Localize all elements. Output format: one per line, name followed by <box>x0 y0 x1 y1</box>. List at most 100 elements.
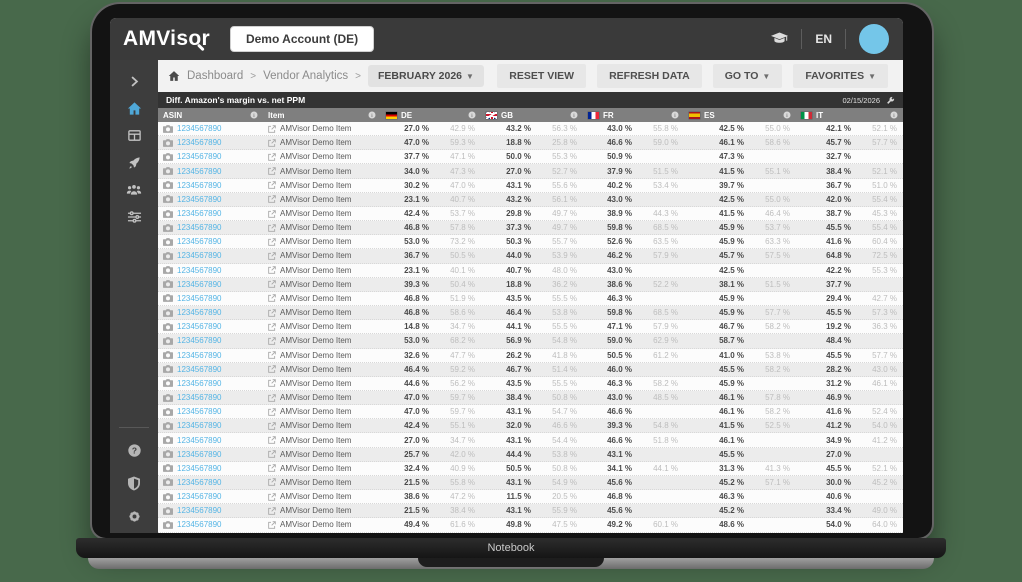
camera-icon[interactable] <box>163 492 173 501</box>
asin-link[interactable]: 1234567890 <box>177 124 222 134</box>
external-link-icon[interactable] <box>268 153 276 161</box>
asin-link[interactable]: 1234567890 <box>177 180 222 190</box>
asin-link[interactable]: 1234567890 <box>177 435 222 445</box>
external-link-icon[interactable] <box>268 337 276 345</box>
camera-icon[interactable] <box>163 223 173 232</box>
asin-link[interactable]: 1234567890 <box>177 223 222 233</box>
info-icon[interactable]: i <box>890 111 898 119</box>
camera-icon[interactable] <box>163 521 173 529</box>
sidebar-item-filters[interactable] <box>110 203 158 230</box>
reset-view-button[interactable]: RESET VIEW <box>497 64 587 88</box>
asin-link[interactable]: 1234567890 <box>177 463 222 473</box>
external-link-icon[interactable] <box>268 209 276 218</box>
external-link-icon[interactable] <box>268 436 276 444</box>
camera-icon[interactable] <box>163 237 173 246</box>
asin-link[interactable]: 1234567890 <box>177 265 222 275</box>
camera-icon[interactable] <box>163 195 173 204</box>
camera-icon[interactable] <box>163 379 173 388</box>
asin-link[interactable]: 1234567890 <box>177 492 222 502</box>
breadcrumb-vendor-analytics[interactable]: Vendor Analytics <box>263 70 349 82</box>
asin-link[interactable]: 1234567890 <box>177 152 222 162</box>
camera-icon[interactable] <box>163 336 173 345</box>
camera-icon[interactable] <box>163 421 173 430</box>
asin-link[interactable]: 1234567890 <box>177 279 222 289</box>
camera-icon[interactable] <box>163 209 173 218</box>
asin-link[interactable]: 1234567890 <box>177 520 222 530</box>
external-link-icon[interactable] <box>268 351 276 359</box>
graduation-cap-icon[interactable] <box>771 32 789 46</box>
go-to-button[interactable]: GO TO ▼ <box>712 64 783 88</box>
column-es[interactable]: ES <box>704 110 715 120</box>
camera-icon[interactable] <box>163 351 173 360</box>
external-link-icon[interactable] <box>268 138 276 147</box>
external-link-icon[interactable] <box>268 252 276 260</box>
external-link-icon[interactable] <box>268 266 276 274</box>
account-selector-button[interactable]: Demo Account (DE) <box>229 26 375 52</box>
external-link-icon[interactable] <box>268 181 276 189</box>
external-link-icon[interactable] <box>268 294 276 303</box>
camera-icon[interactable] <box>163 407 173 416</box>
camera-icon[interactable] <box>163 294 173 303</box>
sidebar-item-home[interactable] <box>110 95 158 122</box>
external-link-icon[interactable] <box>268 124 276 133</box>
camera-icon[interactable] <box>163 436 173 444</box>
camera-icon[interactable] <box>163 308 173 317</box>
asin-link[interactable]: 1234567890 <box>177 449 222 459</box>
external-link-icon[interactable] <box>268 450 276 458</box>
asin-link[interactable]: 1234567890 <box>177 293 222 303</box>
asin-link[interactable]: 1234567890 <box>177 506 222 516</box>
sidebar-item-tables[interactable] <box>110 122 158 149</box>
column-it[interactable]: IT <box>816 110 824 120</box>
shield-icon[interactable] <box>110 467 158 500</box>
external-link-icon[interactable] <box>268 223 276 232</box>
external-link-icon[interactable] <box>268 322 276 331</box>
info-icon[interactable]: i <box>570 111 578 119</box>
info-icon[interactable]: i <box>368 111 376 119</box>
asin-link[interactable]: 1234567890 <box>177 138 222 148</box>
camera-icon[interactable] <box>163 152 173 161</box>
external-link-icon[interactable] <box>268 280 276 289</box>
external-link-icon[interactable] <box>268 308 276 317</box>
favorites-button[interactable]: FAVORITES ▼ <box>793 64 888 88</box>
sidebar-item-rocket[interactable] <box>110 149 158 176</box>
user-avatar[interactable] <box>859 24 889 54</box>
home-icon[interactable] <box>168 70 180 82</box>
external-link-icon[interactable] <box>268 379 276 388</box>
info-icon[interactable]: i <box>671 111 679 119</box>
external-link-icon[interactable] <box>268 478 276 487</box>
camera-icon[interactable] <box>163 322 173 331</box>
external-link-icon[interactable] <box>268 195 276 204</box>
info-icon[interactable]: i <box>468 111 476 119</box>
refresh-data-button[interactable]: REFRESH DATA <box>597 64 702 88</box>
sidebar-item-users[interactable] <box>110 176 158 203</box>
camera-icon[interactable] <box>163 478 173 487</box>
asin-link[interactable]: 1234567890 <box>177 393 222 403</box>
asin-link[interactable]: 1234567890 <box>177 209 222 219</box>
period-select-button[interactable]: FEBRUARY 2026 ▼ <box>367 65 484 87</box>
info-icon[interactable]: i <box>250 111 258 119</box>
camera-icon[interactable] <box>163 393 173 402</box>
asin-link[interactable]: 1234567890 <box>177 378 222 388</box>
asin-link[interactable]: 1234567890 <box>177 166 222 176</box>
asin-link[interactable]: 1234567890 <box>177 322 222 332</box>
camera-icon[interactable] <box>163 124 173 133</box>
external-link-icon[interactable] <box>268 167 276 175</box>
external-link-icon[interactable] <box>268 492 276 501</box>
asin-link[interactable]: 1234567890 <box>177 237 222 247</box>
camera-icon[interactable] <box>163 450 173 459</box>
asin-link[interactable]: 1234567890 <box>177 308 222 318</box>
column-asin[interactable]: ASIN <box>163 110 183 120</box>
asin-link[interactable]: 1234567890 <box>177 477 222 487</box>
asin-link[interactable]: 1234567890 <box>177 336 222 346</box>
external-link-icon[interactable] <box>268 422 276 430</box>
asin-link[interactable]: 1234567890 <box>177 407 222 417</box>
gear-icon[interactable] <box>110 500 158 533</box>
external-link-icon[interactable] <box>268 393 276 402</box>
help-icon[interactable]: ? <box>110 434 158 467</box>
asin-link[interactable]: 1234567890 <box>177 350 222 360</box>
camera-icon[interactable] <box>163 266 173 275</box>
camera-icon[interactable] <box>163 138 173 147</box>
camera-icon[interactable] <box>163 181 173 190</box>
chevron-right-icon[interactable] <box>110 68 158 95</box>
language-selector[interactable]: EN <box>815 32 832 46</box>
